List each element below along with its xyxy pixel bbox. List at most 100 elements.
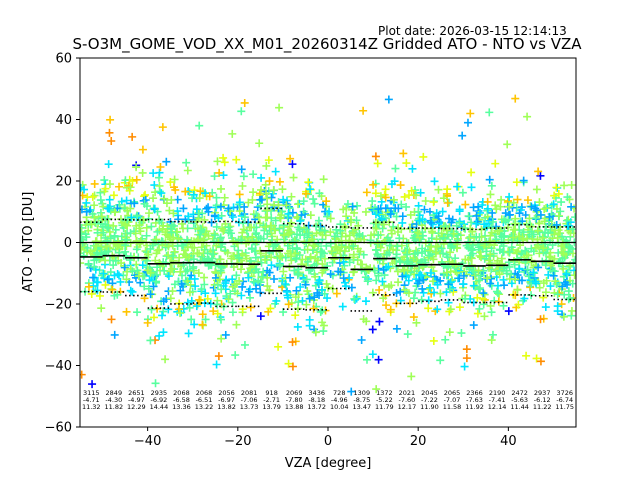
data-point	[217, 285, 226, 294]
data-point	[89, 281, 98, 290]
data-point	[379, 265, 388, 274]
data-point	[431, 248, 440, 257]
data-point	[213, 157, 222, 166]
data-point	[325, 207, 334, 216]
data-point	[532, 354, 541, 363]
data-point	[312, 222, 321, 231]
data-point	[441, 335, 450, 344]
data-point	[103, 236, 112, 245]
data-point	[149, 282, 158, 291]
data-point	[563, 268, 572, 277]
data-point	[381, 185, 390, 194]
data-point	[311, 328, 320, 337]
data-point	[249, 277, 258, 286]
data-point	[378, 277, 387, 286]
data-point	[401, 248, 410, 257]
data-point	[267, 221, 276, 230]
data-point	[486, 190, 495, 199]
y-tick-label: 0	[64, 236, 72, 251]
data-point	[427, 218, 436, 227]
data-point	[228, 298, 237, 307]
data-point	[228, 282, 237, 291]
data-point	[80, 205, 86, 214]
data-point	[289, 173, 298, 182]
data-point	[158, 311, 167, 320]
data-point	[452, 221, 461, 230]
data-point	[155, 187, 164, 196]
data-point	[168, 287, 177, 296]
data-point	[484, 256, 493, 265]
data-point	[121, 220, 130, 229]
data-point	[92, 241, 101, 250]
data-point	[428, 220, 437, 229]
data-point	[274, 201, 283, 210]
y-tick-label: 60	[55, 52, 72, 67]
data-point	[216, 255, 225, 264]
data-point	[167, 264, 176, 273]
data-point	[87, 289, 96, 298]
bin-mean-label: -5.63	[511, 396, 528, 404]
data-point	[190, 320, 199, 329]
data-point	[355, 229, 364, 238]
data-point	[128, 267, 137, 276]
data-point	[377, 197, 386, 206]
data-point	[374, 205, 383, 214]
data-point	[284, 209, 293, 218]
bin-std-label: 13.88	[285, 403, 304, 411]
data-point	[80, 251, 88, 260]
data-point	[157, 189, 166, 198]
data-point	[508, 203, 517, 212]
data-point	[223, 248, 232, 257]
data-point	[336, 268, 345, 277]
data-point	[464, 212, 473, 221]
data-point	[238, 282, 247, 291]
data-point	[292, 254, 301, 263]
data-point	[321, 231, 330, 240]
data-point	[293, 200, 302, 209]
data-point	[341, 232, 350, 241]
data-point	[485, 108, 494, 117]
data-point	[305, 294, 314, 303]
data-point	[232, 320, 241, 329]
data-point	[349, 241, 358, 250]
data-point	[380, 220, 389, 229]
data-point	[380, 281, 389, 290]
data-point	[309, 195, 318, 204]
data-point	[84, 282, 93, 291]
bin-mean-label: -6.92	[150, 396, 167, 404]
bin-mean-label: -8.75	[353, 396, 370, 404]
data-point	[372, 276, 381, 285]
data-point	[522, 351, 531, 360]
data-point	[339, 257, 348, 266]
data-point	[165, 206, 174, 215]
data-point	[128, 177, 137, 186]
data-point	[373, 159, 382, 168]
data-point	[407, 186, 416, 195]
data-point	[299, 197, 308, 206]
data-point	[426, 283, 435, 292]
data-point	[315, 276, 324, 285]
data-point	[136, 278, 145, 287]
x-tick-label: −40	[134, 434, 161, 449]
data-point	[536, 315, 545, 324]
data-point	[281, 253, 290, 262]
data-point	[418, 284, 427, 293]
bin-mean-label: -7.63	[466, 396, 483, 404]
data-point	[269, 186, 278, 195]
data-point	[479, 289, 488, 298]
data-point	[244, 198, 253, 207]
data-point	[101, 280, 110, 289]
data-point	[373, 239, 382, 248]
data-point	[276, 252, 285, 261]
data-point	[466, 251, 475, 260]
data-point	[138, 168, 147, 177]
data-point	[187, 296, 196, 305]
data-point	[237, 291, 246, 300]
data-point	[205, 192, 214, 201]
data-point	[330, 232, 339, 241]
data-point	[176, 309, 185, 318]
data-point	[559, 312, 568, 321]
data-point	[396, 181, 405, 190]
data-point	[110, 271, 119, 280]
data-point	[387, 180, 396, 189]
